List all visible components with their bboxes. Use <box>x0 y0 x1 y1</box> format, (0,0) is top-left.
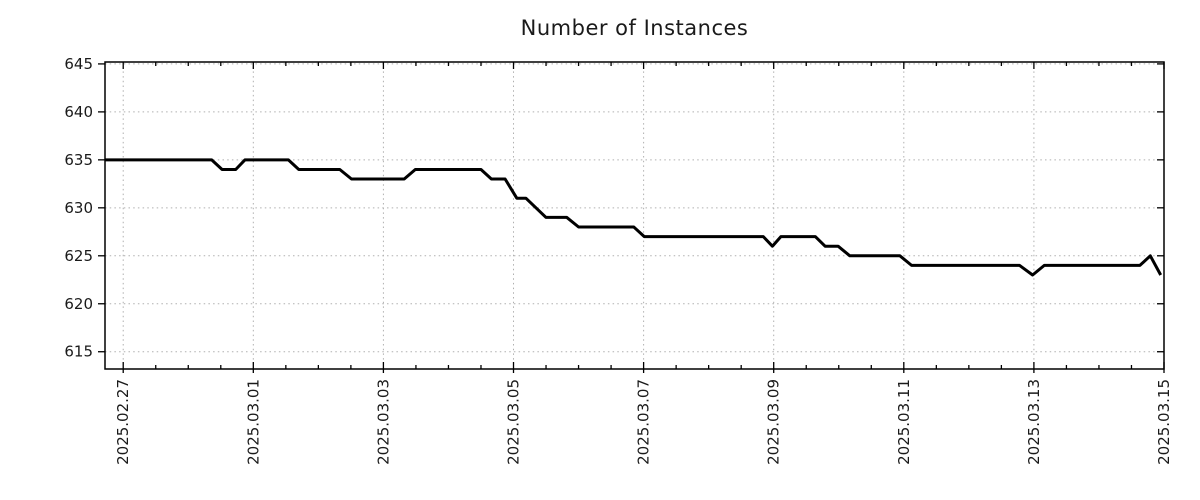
y-tick-label: 645 <box>64 55 93 73</box>
x-tick-label: 2025.03.03 <box>374 379 392 465</box>
instances-series-line <box>105 158 1163 277</box>
y-tick-label: 630 <box>64 199 93 217</box>
x-tick-label: 2025.03.05 <box>505 379 523 465</box>
y-tick-label: 625 <box>64 247 93 265</box>
y-tick-label: 615 <box>64 343 93 361</box>
y-tick-label: 640 <box>64 103 93 121</box>
x-tick-label: 2025.03.15 <box>1155 379 1173 465</box>
y-tick-label: 620 <box>64 295 93 313</box>
x-tick-label: 2025.03.01 <box>244 379 262 465</box>
x-tick-label: 2025.03.07 <box>635 379 653 465</box>
x-tick-label: 2025.03.13 <box>1025 379 1043 465</box>
y-tick-label: 635 <box>64 151 93 169</box>
chart-title: Number of Instances <box>520 16 749 40</box>
x-tick-label: 2025.03.11 <box>895 379 913 465</box>
x-tick-label: 2025.02.27 <box>114 379 132 465</box>
x-tick-label: 2025.03.09 <box>765 379 783 465</box>
plot-border <box>104 61 1165 370</box>
